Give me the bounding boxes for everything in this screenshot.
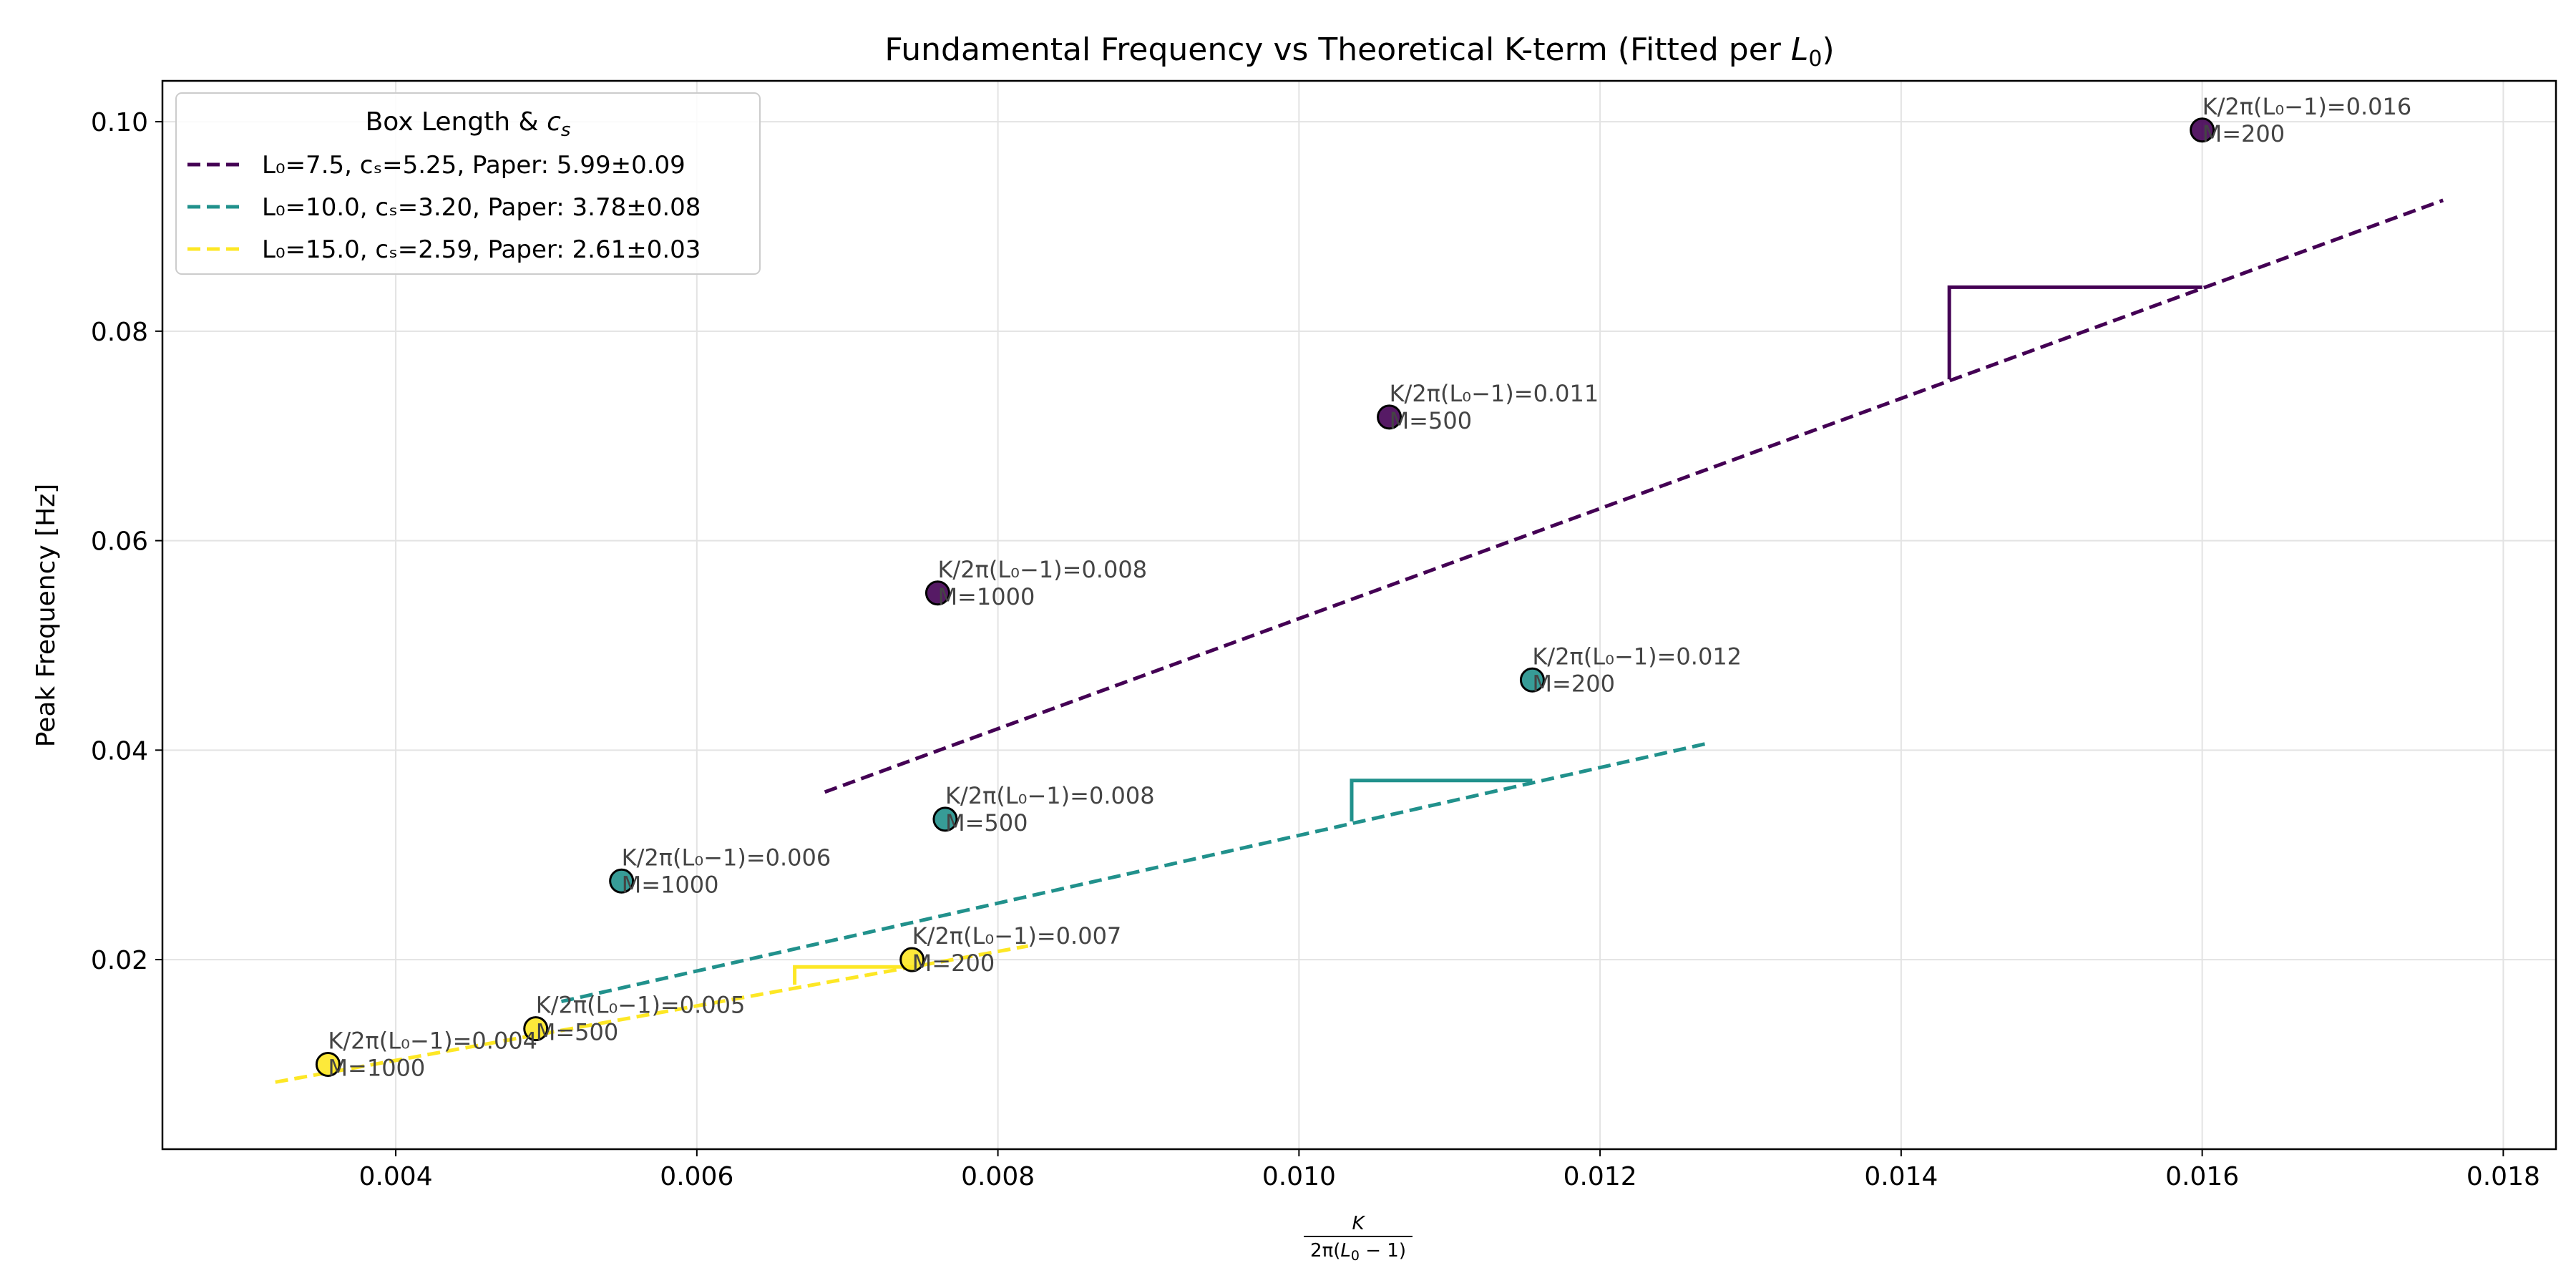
data-point-series-1 bbox=[1377, 404, 1402, 430]
data-point-series-2 bbox=[609, 868, 635, 894]
y-tick-label: 0.02 bbox=[91, 946, 148, 975]
x-tick-label: 0.008 bbox=[961, 1162, 1035, 1191]
plot-frame bbox=[161, 79, 2557, 1151]
point-annotation-m: M=500 bbox=[536, 1019, 619, 1046]
data-point-series-3 bbox=[899, 947, 925, 972]
fit-line-series-1 bbox=[824, 198, 2444, 794]
point-annotation-k: K/2π(L₀−1)=0.011 bbox=[1390, 380, 1599, 407]
x-tick-label: 0.012 bbox=[1563, 1162, 1637, 1191]
slope-triangle-series-3 bbox=[793, 965, 912, 985]
point-annotation-m: M=1000 bbox=[622, 871, 719, 898]
x-tick-label: 0.018 bbox=[2467, 1162, 2540, 1191]
legend-label-series-1: L₀=7.5, cₛ=5.25, Paper: 5.99±0.09 bbox=[262, 151, 686, 180]
y-tick-label: 0.10 bbox=[91, 108, 148, 137]
point-annotation-m: M=200 bbox=[1532, 670, 1615, 697]
point-annotation-k: K/2π(L₀−1)=0.008 bbox=[945, 782, 1155, 809]
legend-label-series-2: L₀=10.0, cₛ=3.20, Paper: 3.78±0.08 bbox=[262, 193, 701, 222]
y-tick-label: 0.04 bbox=[91, 736, 148, 766]
data-point-series-1 bbox=[2190, 117, 2215, 143]
y-axis-ticks: 0.02 0.04 0.06 0.08 0.10 bbox=[91, 108, 162, 975]
data-point-series-3 bbox=[523, 1016, 549, 1042]
point-annotation-k: K/2π(L₀−1)=0.012 bbox=[1532, 643, 1742, 670]
grid-lines bbox=[162, 81, 2556, 1149]
legend-title: Box Length & cs bbox=[366, 107, 571, 141]
data-point-series-2 bbox=[932, 806, 958, 832]
fit-lines bbox=[275, 198, 2444, 1084]
point-annotation-k: K/2π(L₀−1)=0.004 bbox=[328, 1027, 537, 1054]
chart-title: Fundamental Frequency vs Theoretical K-t… bbox=[884, 31, 1834, 72]
slope-triangle-series-2 bbox=[1350, 779, 1533, 821]
y-tick-label: 0.08 bbox=[91, 318, 148, 347]
point-annotations: K/2π(L₀−1)=0.008M=1000K/2π(L₀−1)=0.011M=… bbox=[328, 93, 2411, 1082]
legend: Box Length & cs L₀=7.5, cₛ=5.25, Paper: … bbox=[175, 92, 761, 275]
data-point-series-3 bbox=[315, 1051, 341, 1077]
fit-line-series-3 bbox=[275, 944, 1029, 1084]
x-tick-label: 0.014 bbox=[1864, 1162, 1938, 1191]
point-annotation-m: M=500 bbox=[1390, 407, 1473, 434]
y-tick-label: 0.06 bbox=[91, 527, 148, 557]
x-axis-label: K 2π(L0 − 1) bbox=[1304, 1213, 1413, 1264]
point-annotation-m: M=200 bbox=[2202, 120, 2285, 147]
x-tick-label: 0.004 bbox=[359, 1162, 433, 1191]
legend-entries: L₀=7.5, cₛ=5.25, Paper: 5.99±0.09 L₀=10.0… bbox=[187, 151, 701, 264]
x-tick-label: 0.016 bbox=[2165, 1162, 2239, 1191]
data-points bbox=[315, 117, 2215, 1077]
point-annotation-k: K/2π(L₀−1)=0.006 bbox=[622, 844, 831, 871]
x-tick-label: 0.010 bbox=[1262, 1162, 1336, 1191]
svg-text:K: K bbox=[1352, 1213, 1365, 1234]
point-annotation-m: M=1000 bbox=[937, 583, 1035, 610]
point-annotation-m: M=1000 bbox=[328, 1054, 425, 1081]
svg-text:2π(L0 − 1): 2π(L0 − 1) bbox=[1310, 1240, 1406, 1264]
point-annotation-k: K/2π(L₀−1)=0.016 bbox=[2202, 93, 2412, 120]
point-annotation-m: M=200 bbox=[912, 950, 995, 977]
x-axis-ticks: 0.004 0.006 0.008 0.010 0.012 0.014 0.016 0.018 bbox=[359, 1149, 2540, 1191]
fit-line-series-2 bbox=[560, 742, 1706, 1004]
point-annotation-k: K/2π(L₀−1)=0.008 bbox=[937, 556, 1147, 583]
y-axis-label: Peak Frequency [Hz] bbox=[31, 484, 61, 747]
point-annotation-m: M=500 bbox=[945, 809, 1028, 836]
point-annotation-k: K/2π(L₀−1)=0.005 bbox=[536, 992, 746, 1019]
slope-triangle-series-1 bbox=[1947, 285, 2202, 380]
x-tick-label: 0.006 bbox=[660, 1162, 733, 1191]
legend-label-series-3: L₀=15.0, cₛ=2.59, Paper: 2.61±0.03 bbox=[262, 235, 701, 264]
point-annotation-k: K/2π(L₀−1)=0.007 bbox=[912, 922, 1122, 950]
legend-box bbox=[175, 92, 761, 275]
data-point-series-1 bbox=[924, 580, 950, 606]
data-point-series-2 bbox=[1519, 667, 1545, 693]
